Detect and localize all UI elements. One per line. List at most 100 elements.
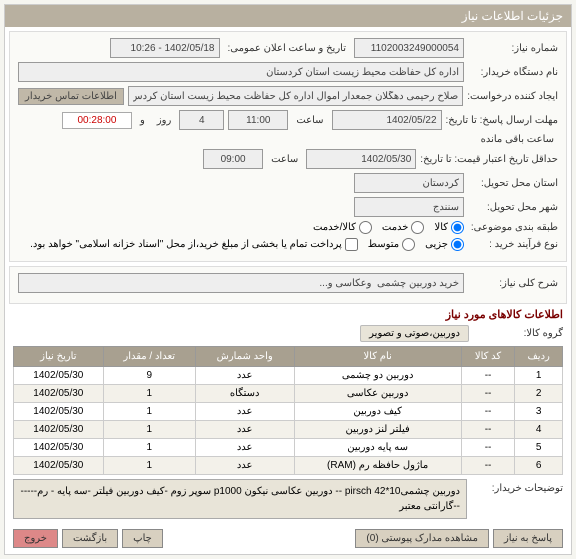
table-cell: 1402/05/30 <box>14 439 104 457</box>
buyer-org-field <box>18 62 464 82</box>
table-cell: ماژول حافظه رم (RAM) <box>294 457 461 475</box>
buyer-notes-text: دوربین چشمی10*42 pirsch -- دوربین عکاسی … <box>13 479 467 519</box>
cat-goods-option[interactable]: کالا <box>434 221 464 234</box>
table-cell: -- <box>461 439 515 457</box>
table-header: تعداد / مقدار <box>103 347 195 367</box>
table-cell: 1 <box>103 439 195 457</box>
city-field <box>354 197 464 217</box>
summary-label: شرح کلی نیاز: <box>468 278 558 289</box>
items-table: ردیفکد کالانام کالاواحد شمارشتعداد / مقد… <box>13 346 563 475</box>
table-cell: 1402/05/30 <box>14 421 104 439</box>
hour-label-1: ساعت <box>292 115 327 126</box>
exit-button[interactable]: خروج <box>13 529 58 548</box>
table-cell: عدد <box>195 457 294 475</box>
need-no-label: شماره نیاز: <box>468 43 558 54</box>
table-row[interactable]: 4--فیلتر لنز دوربینعدد11402/05/30 <box>14 421 563 439</box>
table-cell: 1 <box>515 367 563 385</box>
city-label: شهر محل تحویل: <box>468 202 558 213</box>
quote-valid-hour-field <box>203 149 263 169</box>
table-cell: -- <box>461 457 515 475</box>
cat-goods-radio[interactable] <box>451 221 464 234</box>
table-header: ردیف <box>515 347 563 367</box>
payment-note-option: پرداخت تمام یا بخشی از مبلغ خرید،از محل … <box>30 238 358 251</box>
table-cell: 4 <box>515 421 563 439</box>
announce-field <box>110 38 220 58</box>
table-cell: عدد <box>195 403 294 421</box>
table-cell: 1 <box>103 457 195 475</box>
and-label: و <box>136 115 149 126</box>
province-field <box>354 173 464 193</box>
province-label: استان محل تحویل: <box>468 178 558 189</box>
deadline-label: مهلت ارسال پاسخ: تا تاریخ: <box>446 115 558 126</box>
table-header: نام کالا <box>294 347 461 367</box>
table-cell: دوربین دو چشمی <box>294 367 461 385</box>
table-cell: عدد <box>195 367 294 385</box>
cat-goods-label: کالا <box>434 222 448 233</box>
footer-bar: پاسخ به نیاز مشاهده مدارک پیوستی (0) چاپ… <box>5 523 571 554</box>
cat-goods-service-option[interactable]: کالا/خدمت <box>313 221 372 234</box>
proc-low-label: جزیی <box>425 239 448 250</box>
countdown-timer: 00:28:00 <box>62 112 132 129</box>
page-title-bar: جزئیات اطلاعات نیاز <box>5 5 571 27</box>
table-header: تاریخ نیاز <box>14 347 104 367</box>
quote-valid-label: حداقل تاریخ اعتبار قیمت: تا تاریخ: <box>420 154 558 165</box>
table-header: واحد شمارش <box>195 347 294 367</box>
print-button[interactable]: چاپ <box>122 529 163 548</box>
table-cell: 1 <box>103 403 195 421</box>
table-cell: -- <box>461 403 515 421</box>
items-section-title: اطلاعات کالاهای مورد نیاز <box>13 308 563 321</box>
table-cell: 2 <box>515 385 563 403</box>
requester-label: ایجاد کننده درخواست: <box>467 91 558 102</box>
table-cell: 6 <box>515 457 563 475</box>
cat-service-radio[interactable] <box>411 221 424 234</box>
proc-low-radio[interactable] <box>451 238 464 251</box>
summary-field <box>18 273 464 293</box>
table-cell: 9 <box>103 367 195 385</box>
days-left-field <box>179 110 224 130</box>
proc-mid-label: متوسط <box>368 239 399 250</box>
table-row[interactable]: 3--کیف دوربینعدد11402/05/30 <box>14 403 563 421</box>
table-cell: 1 <box>103 421 195 439</box>
table-cell: 1 <box>103 385 195 403</box>
buyer-notes-box: توضیحات خریدار: دوربین چشمی10*42 pirsch … <box>13 479 563 519</box>
contact-buyer-button[interactable]: اطلاعات تماس خریدار <box>18 88 124 105</box>
table-cell: 1402/05/30 <box>14 367 104 385</box>
requester-field <box>128 86 463 106</box>
back-button[interactable]: بازگشت <box>62 529 118 548</box>
table-cell: -- <box>461 421 515 439</box>
summary-section: شرح کلی نیاز: <box>9 266 567 304</box>
page-title: جزئیات اطلاعات نیاز <box>462 9 563 23</box>
day-label: روز <box>153 115 176 126</box>
table-cell: -- <box>461 367 515 385</box>
buyer-org-label: نام دستگاه خریدار: <box>468 67 558 78</box>
deadline-date-field <box>332 110 442 130</box>
proc-low-option[interactable]: جزیی <box>425 238 464 251</box>
group-row: گروه کالا: دوربین،صوتی و تصویر <box>13 325 563 342</box>
process-radios: جزیی متوسط پرداخت تمام یا بخشی از مبلغ خ… <box>30 238 464 251</box>
buyer-notes-label: توضیحات خریدار: <box>473 479 563 519</box>
attachments-button[interactable]: مشاهده مدارک پیوستی (0) <box>355 529 489 548</box>
cat-service-option[interactable]: خدمت <box>382 221 425 234</box>
cat-goods-service-radio[interactable] <box>359 221 372 234</box>
table-row[interactable]: 2--دوربین عکاسیدستگاه11402/05/30 <box>14 385 563 403</box>
table-cell: دستگاه <box>195 385 294 403</box>
group-chip: دوربین،صوتی و تصویر <box>360 325 469 342</box>
payment-note-checkbox[interactable] <box>345 238 358 251</box>
table-cell: فیلتر لنز دوربین <box>294 421 461 439</box>
category-radios: کالا خدمت کالا/خدمت <box>313 221 464 234</box>
table-header: کد کالا <box>461 347 515 367</box>
proc-mid-option[interactable]: متوسط <box>368 238 415 251</box>
table-cell: سه پایه دوربین <box>294 439 461 457</box>
table-row[interactable]: 1--دوربین دو چشمیعدد91402/05/30 <box>14 367 563 385</box>
table-row[interactable]: 5--سه پایه دوربینعدد11402/05/30 <box>14 439 563 457</box>
table-cell: کیف دوربین <box>294 403 461 421</box>
reply-button[interactable]: پاسخ به نیاز <box>493 529 563 548</box>
deadline-hour-field <box>228 110 288 130</box>
quote-valid-date-field <box>306 149 416 169</box>
table-cell: 1402/05/30 <box>14 457 104 475</box>
table-cell: 1402/05/30 <box>14 385 104 403</box>
table-row[interactable]: 6--ماژول حافظه رم (RAM)عدد11402/05/30 <box>14 457 563 475</box>
cat-service-label: خدمت <box>382 222 409 233</box>
proc-mid-radio[interactable] <box>402 238 415 251</box>
remaining-label: ساعت باقی مانده <box>477 134 558 145</box>
